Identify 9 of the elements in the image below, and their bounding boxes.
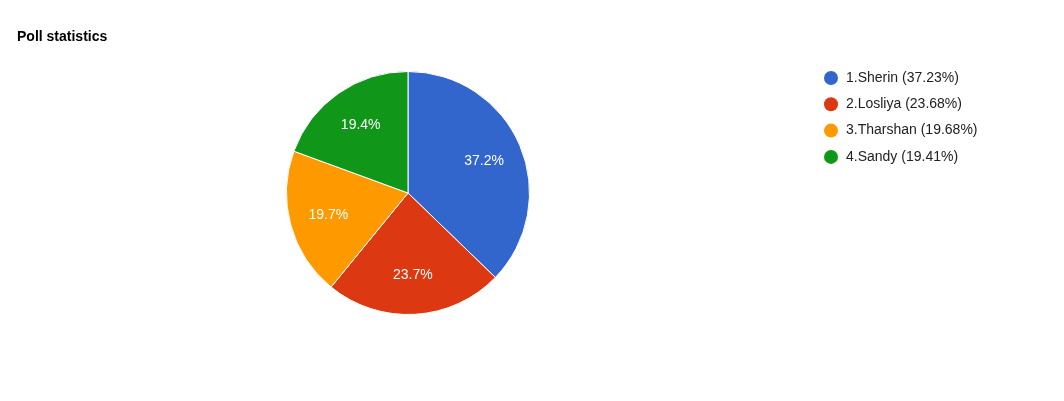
data-label: 19.7%: [308, 205, 349, 222]
legend-label: 1.Sherin (37.23%): [846, 68, 959, 85]
legend-label: 2.Losliya (23.68%): [846, 95, 962, 112]
legend-label: 4.Sandy (19.41%): [846, 147, 959, 164]
data-label: 23.7%: [392, 266, 433, 283]
data-label: 19.4%: [340, 116, 381, 133]
data-label: 37.2%: [464, 151, 504, 168]
text: Poll statistics: [17, 27, 108, 44]
legend-label: 3.Tharshan (19.68%): [846, 121, 978, 138]
